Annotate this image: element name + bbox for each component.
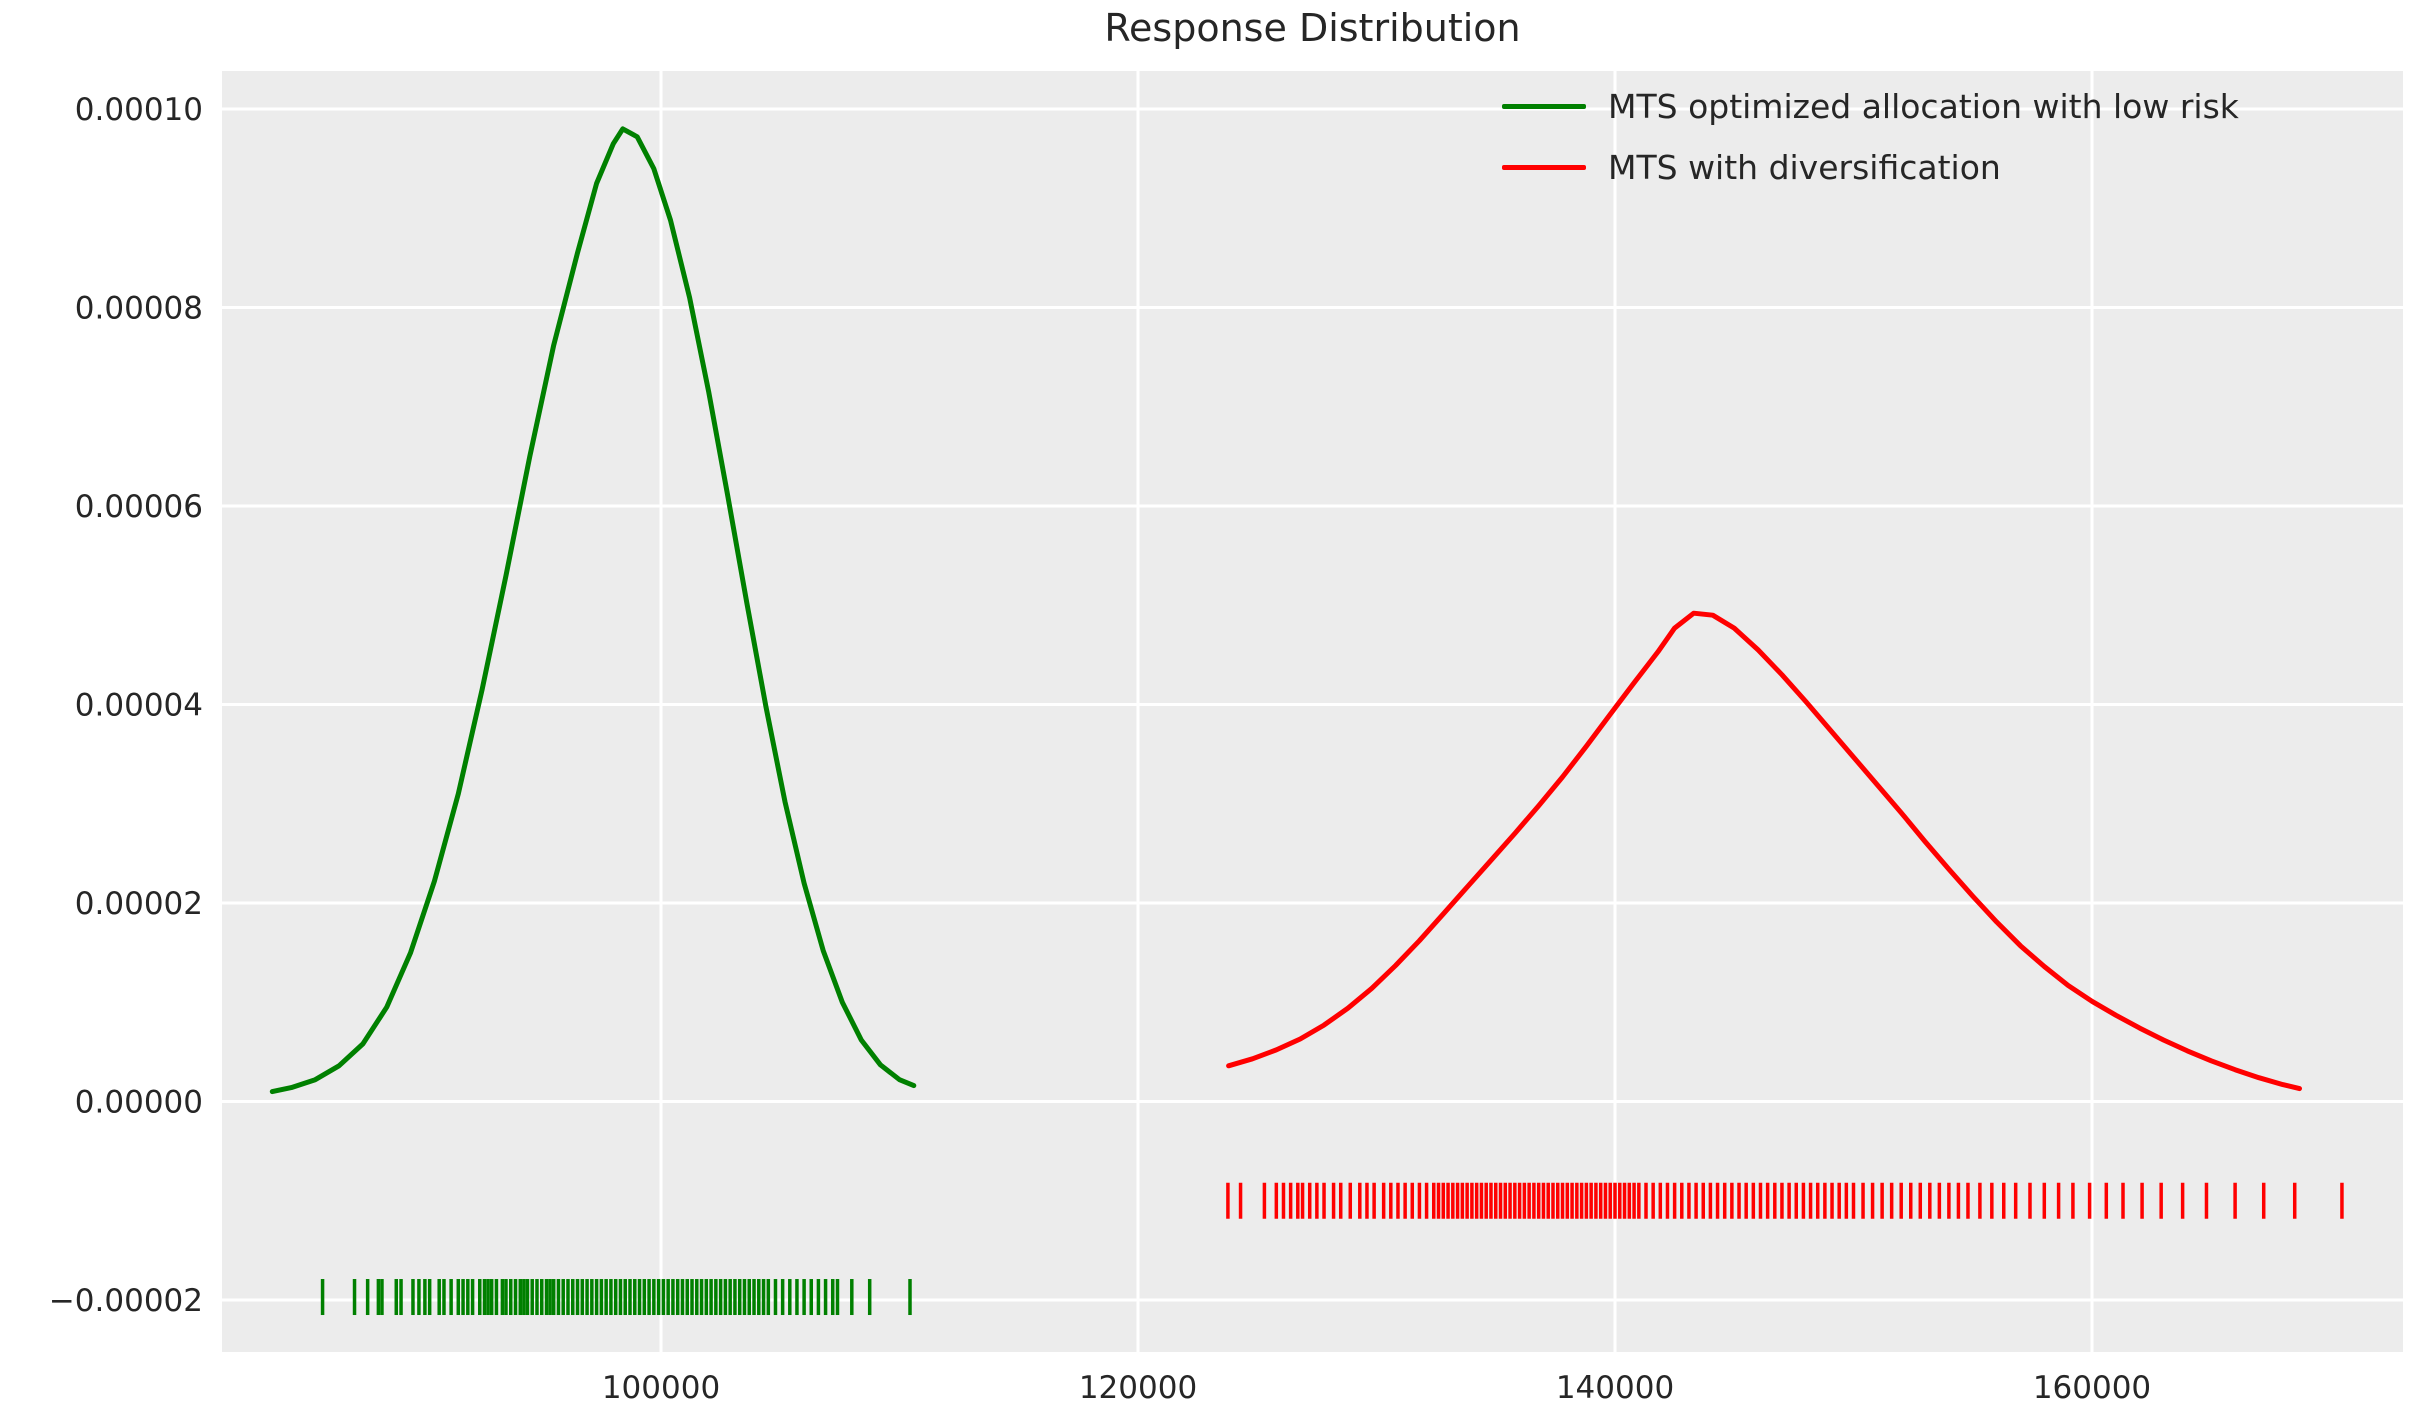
legend: MTS optimized allocation with low risk M… xyxy=(1502,86,2239,189)
y-tick-label: 0.00010 xyxy=(75,92,203,128)
y-tick-label: 0.00000 xyxy=(75,1084,203,1120)
legend-line-red-icon xyxy=(1502,165,1586,171)
legend-item-diversification: MTS with diversification xyxy=(1502,147,2239,188)
kde-curve-series-1 xyxy=(1226,610,2302,1092)
legend-label: MTS with diversification xyxy=(1608,148,2001,188)
y-tick-label: 0.00008 xyxy=(75,291,203,327)
x-tick-label: 100000 xyxy=(602,1370,720,1406)
legend-line-green-icon xyxy=(1502,104,1586,110)
y-tick-label: 0.00002 xyxy=(75,886,203,922)
x-tick-label: 120000 xyxy=(1079,1370,1197,1406)
y-tick-label: 0.00006 xyxy=(75,489,203,525)
chart-title: Response Distribution xyxy=(1104,6,1521,50)
legend-item-low-risk: MTS optimized allocation with low risk xyxy=(1502,86,2239,127)
plot-area xyxy=(222,71,2403,1352)
legend-label: MTS optimized allocation with low risk xyxy=(1608,87,2239,126)
kde-curve-series-0 xyxy=(269,126,917,1095)
x-tick-label: 140000 xyxy=(1556,1370,1674,1406)
y-tick-label: 0.00004 xyxy=(75,688,203,724)
y-tick-label: −0.00002 xyxy=(49,1283,203,1319)
x-tick-label: 160000 xyxy=(2033,1370,2151,1406)
